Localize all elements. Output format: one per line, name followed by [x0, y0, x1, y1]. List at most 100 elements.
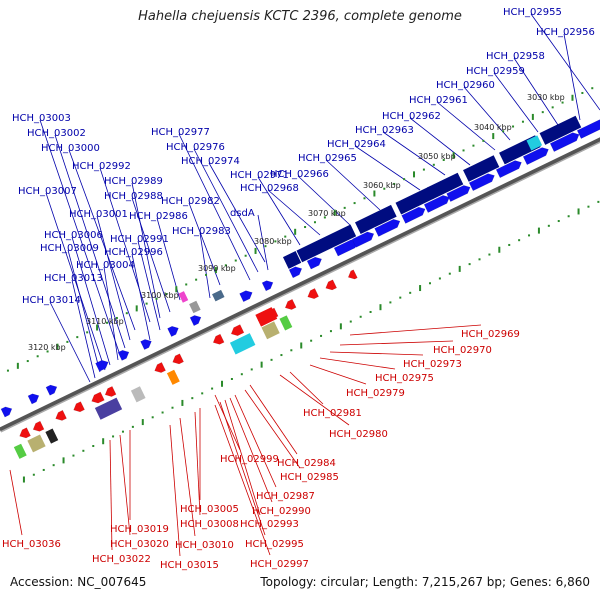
- cog-block-forward: [212, 289, 225, 302]
- gene-label-forward: HCH_03004: [76, 260, 135, 271]
- tick-mark: [36, 355, 39, 358]
- leader-line: [131, 182, 161, 319]
- tick-mark: [181, 399, 184, 406]
- gene-label-forward: HCH_02963: [355, 125, 414, 136]
- gene-label-reverse: HCH_02969: [461, 329, 520, 340]
- forward-cds: [167, 326, 179, 337]
- cog-block-reverse: [13, 443, 27, 459]
- leader-line: [349, 324, 482, 336]
- kbp-label: 3120 kbp: [28, 343, 66, 352]
- cog-block-forward: [539, 115, 582, 145]
- tick-mark: [349, 320, 352, 323]
- tick-mark: [42, 468, 45, 471]
- cog-block-reverse: [27, 434, 46, 453]
- tick-mark: [468, 263, 471, 266]
- gene-label-forward: HCH_03006: [44, 230, 103, 241]
- leader-line: [234, 394, 277, 488]
- leader-line: [194, 411, 201, 516]
- tick-row-outer-reverse: [22, 200, 600, 483]
- tick-mark: [551, 106, 554, 109]
- gene-label-forward: HCH_02986: [129, 211, 188, 222]
- tick-mark: [537, 227, 540, 234]
- tick-row-outer-forward: [6, 87, 594, 372]
- tick-mark: [125, 312, 128, 315]
- tick-mark: [379, 304, 382, 311]
- leader-line: [193, 148, 259, 273]
- tick-mark: [264, 245, 267, 248]
- leader-line: [208, 162, 266, 263]
- forward-cds: [140, 339, 152, 350]
- tick-mark: [274, 240, 277, 243]
- tick-mark: [141, 419, 144, 426]
- kbp-label: 3050 kbp: [418, 152, 456, 161]
- cog-block-forward: [355, 204, 397, 235]
- leader-line: [103, 266, 119, 361]
- tick-mark: [581, 91, 584, 94]
- leader-line: [54, 134, 126, 349]
- tick-mark: [240, 373, 243, 376]
- gene-label-reverse: HCH_02981: [303, 408, 362, 419]
- tick-mark: [82, 449, 85, 452]
- tick-mark: [587, 205, 590, 208]
- gene-label-reverse: HCH_03022: [92, 554, 151, 565]
- leader-line: [267, 189, 321, 236]
- tick-mark: [195, 278, 198, 281]
- leader-line: [71, 279, 96, 379]
- tick-mark: [294, 228, 297, 235]
- gene-label-reverse: HCH_02995: [245, 539, 304, 550]
- tick-mark: [541, 111, 544, 114]
- cog-block-reverse: [130, 386, 146, 403]
- cog-block-forward: [395, 187, 434, 215]
- forward-cds: [239, 290, 253, 303]
- reverse-cds: [19, 427, 31, 439]
- cog-block-reverse: [45, 428, 59, 444]
- cog-block-forward: [463, 155, 500, 182]
- tick-mark: [22, 476, 25, 483]
- leader-line: [178, 133, 251, 281]
- tick-mark: [211, 387, 214, 390]
- tick-mark: [369, 310, 372, 313]
- tick-mark: [557, 220, 560, 223]
- reverse-cds: [307, 288, 320, 299]
- tick-mark: [290, 349, 293, 352]
- leader-line: [297, 175, 351, 226]
- cog-block-reverse: [166, 369, 180, 385]
- tick-mark: [76, 336, 79, 339]
- forward-cds: [549, 132, 580, 152]
- gene-label-forward: HCH_02989: [104, 176, 163, 187]
- tick-mark: [121, 430, 124, 433]
- gene-label-forward: HCH_02988: [104, 191, 163, 202]
- tick-mark: [270, 358, 273, 361]
- forward-cds: [95, 359, 109, 372]
- tick-mark: [399, 296, 402, 299]
- leader-line: [244, 389, 301, 469]
- reverse-cds: [73, 401, 85, 413]
- tick-mark: [254, 247, 257, 254]
- gene-label-forward: HCH_03009: [40, 243, 99, 254]
- tick-mark: [155, 297, 158, 300]
- tick-mark: [165, 293, 168, 296]
- tick-mark: [498, 246, 501, 253]
- tick-mark: [438, 277, 441, 280]
- forward-cds: [27, 393, 40, 405]
- tick-mark: [56, 343, 59, 350]
- forward-cds: [306, 256, 322, 270]
- tick-rows: [6, 87, 600, 483]
- leader-line: [96, 215, 131, 341]
- tick-mark: [419, 285, 422, 292]
- gene-label-reverse: HCH_03020: [110, 539, 169, 550]
- kbp-label: 3080 kbp: [254, 237, 292, 246]
- tick-mark: [482, 139, 485, 142]
- leader-line: [224, 399, 261, 516]
- tick-mark: [310, 339, 313, 342]
- tick-mark: [547, 224, 550, 227]
- leader-line: [67, 249, 101, 373]
- gene-label-reverse: HCH_03036: [2, 539, 61, 550]
- gene-label-forward: HCH_02966: [270, 169, 329, 180]
- forward-cds: [351, 231, 375, 248]
- gene-label-forward: HCH_03000: [41, 143, 100, 154]
- reverse-cds: [104, 385, 117, 397]
- tick-mark: [171, 406, 174, 409]
- gene-label-forward: HCH_02971: [230, 170, 289, 181]
